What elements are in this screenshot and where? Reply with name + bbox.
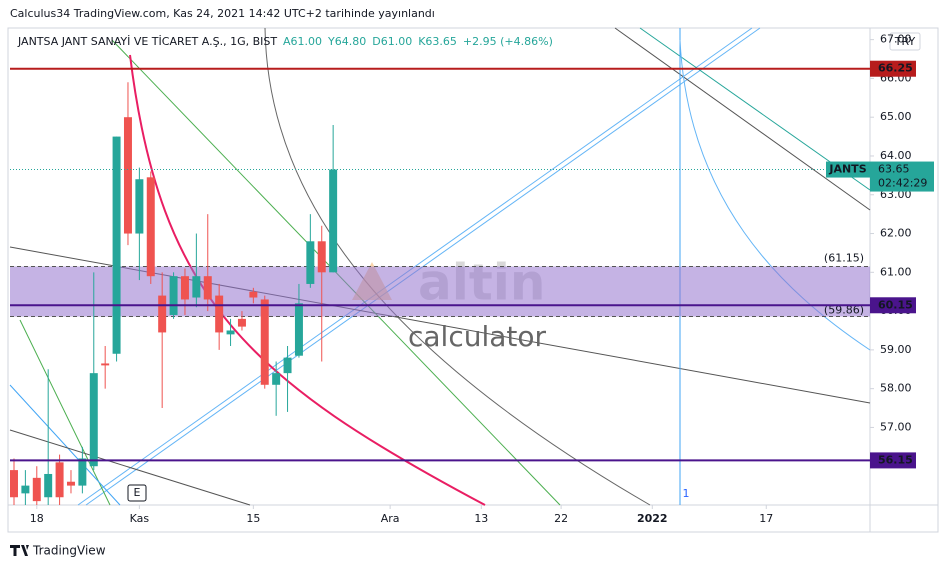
y-tick-label: 65.00	[880, 110, 912, 123]
zone-label: (59.86)	[824, 304, 864, 317]
candle-body	[294, 303, 303, 356]
event-marker: E	[134, 486, 141, 499]
y-tick-label: 59.00	[880, 343, 912, 356]
candle-body	[203, 276, 212, 300]
price-label: 63.65	[878, 163, 910, 176]
ohlc-item: K63.65	[418, 35, 457, 48]
trend-line	[9, 384, 121, 506]
trend-line	[19, 319, 111, 506]
level-badge	[870, 297, 916, 314]
candle-body	[317, 241, 326, 273]
candle-body	[66, 481, 75, 486]
ohlc-item: +2.95 (+4.86%)	[463, 35, 553, 48]
candle-body	[123, 117, 132, 234]
candle-body	[306, 241, 315, 284]
y-tick-label: 58.00	[880, 382, 912, 395]
x-tick-label: Ara	[381, 512, 400, 525]
countdown-label: 02:42:29	[878, 177, 927, 190]
ohlc-item: D61.00	[372, 35, 412, 48]
candle-body	[226, 330, 235, 335]
candle-body	[78, 458, 87, 486]
candle-body	[89, 373, 98, 467]
y-tick-label: 67.00	[880, 33, 912, 46]
candle-body	[260, 299, 269, 385]
x-tick-label: 18	[30, 512, 44, 525]
candle-body	[192, 276, 201, 298]
candle-body	[283, 357, 292, 374]
candle-body	[135, 179, 144, 234]
candle-body	[237, 318, 246, 327]
y-tick-label: 57.00	[880, 420, 912, 433]
candle-body	[329, 169, 338, 273]
published-note: Calculus34 TradingView.com, Kas 24, 2021…	[10, 7, 435, 20]
symbol-badge	[826, 161, 870, 178]
x-tick-label: 15	[246, 512, 260, 525]
candle-body	[21, 485, 30, 494]
symbol-label: JANTS	[828, 163, 866, 176]
logo-mark	[10, 545, 29, 556]
ohlc-item: A61.00	[283, 35, 322, 48]
chart-frame	[7, 27, 939, 533]
watermark: calculator	[408, 320, 547, 353]
level-label: 66.25	[878, 62, 913, 75]
candle-body	[249, 291, 258, 298]
level-label: 60.15	[878, 298, 913, 311]
x-tick-label: 2022	[637, 512, 668, 525]
candle-body	[169, 276, 178, 315]
x-tick-label: Kas	[130, 512, 150, 525]
footer-logo	[10, 545, 29, 556]
event-badge	[127, 484, 147, 502]
trend-line	[9, 429, 251, 506]
candle-body	[112, 136, 121, 354]
y-tick-label: 62.00	[880, 227, 912, 240]
currency-badge	[889, 32, 921, 51]
candle-body	[55, 462, 64, 498]
level-badge	[870, 452, 916, 469]
x-tick-label: 13	[474, 512, 488, 525]
price-badge	[870, 161, 934, 192]
candle-body	[215, 295, 224, 333]
y-tick-label: 61.00	[880, 265, 912, 278]
cursor-label: 1	[683, 487, 690, 500]
ohlc-item: Y64.80	[327, 35, 366, 48]
zone-label: (61.15)	[824, 252, 864, 265]
y-tick-label: 64.00	[880, 149, 912, 162]
x-tick-label: 17	[759, 512, 773, 525]
arc	[679, 39, 871, 351]
candle-body	[158, 295, 167, 333]
candle-body	[44, 473, 53, 498]
ohlc-header: A61.00 Y64.80 D61.00 K63.65 +2.95 (+4.86%)	[283, 35, 553, 48]
candle-body	[272, 373, 281, 385]
candle-body	[32, 477, 41, 502]
x-tick-label: 22	[554, 512, 568, 525]
candle-body	[180, 276, 189, 300]
level-badge	[870, 60, 916, 77]
symbol-title: JANTSA JANT SANAYİ VE TİCARET A.Ş., 1G, …	[17, 35, 277, 48]
currency: TRY	[894, 35, 916, 48]
candle-body	[10, 470, 18, 498]
candle-body	[146, 177, 155, 277]
level-label: 56.15	[878, 453, 913, 466]
candle-body	[101, 363, 110, 366]
trend-line	[614, 27, 871, 211]
footer-brand: TradingView	[32, 544, 106, 558]
